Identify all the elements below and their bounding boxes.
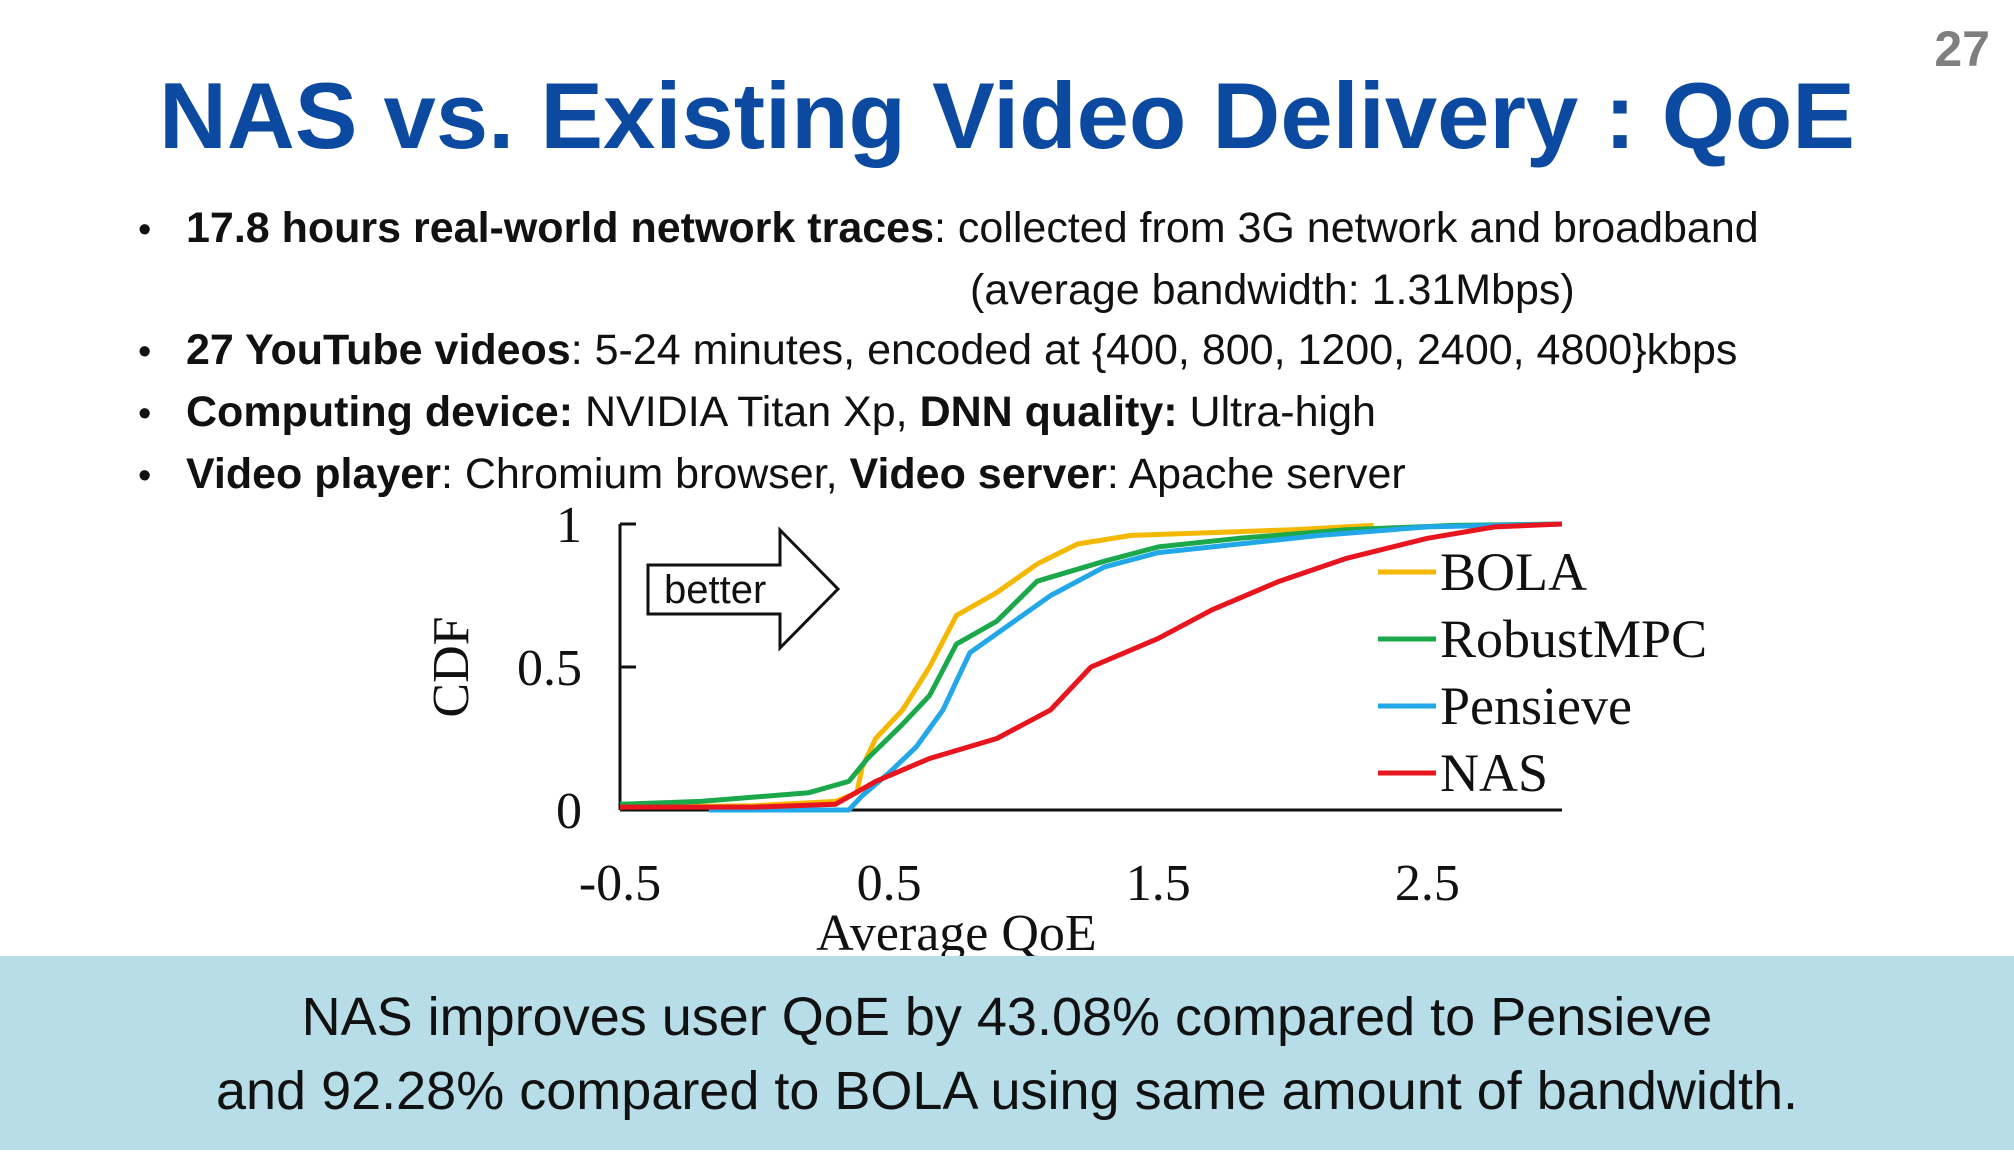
bullet-text: NVIDIA Titan Xp, — [573, 388, 920, 436]
bullet-dot-icon: • — [138, 393, 152, 435]
x-tick-label: 2.5 — [1395, 855, 1460, 912]
legend-label: NAS — [1440, 743, 1548, 803]
series-line-pensieve — [708, 521, 1563, 813]
bullet-text: : Apache server — [1106, 450, 1406, 498]
bullet-dot-icon: • — [138, 331, 152, 373]
bullet-continuation: (average bandwidth: 1.31Mbps) — [970, 266, 1575, 314]
summary-callout: NAS improves user QoE by 43.08% compared… — [0, 956, 2014, 1150]
legend-label: Pensieve — [1440, 676, 1632, 736]
y-axis-label: CDF — [423, 616, 480, 717]
bullet-bold: 27 YouTube videos — [186, 326, 571, 374]
series-line-robustmpc — [619, 521, 1563, 807]
y-tick-label: 0 — [556, 783, 582, 840]
x-tick-label: 0.5 — [857, 855, 922, 912]
bullet-item: • Video player: Chromium browser, Video … — [138, 444, 1958, 506]
bullet-list: • 17.8 hours real-world network traces: … — [138, 198, 1958, 506]
bullet-dot-icon: • — [138, 455, 152, 497]
better-arrow: better — [646, 526, 841, 652]
bullet-bold: Video player — [186, 450, 441, 498]
x-tick-label: 1.5 — [1126, 855, 1191, 912]
better-label: better — [664, 568, 766, 612]
series-line-nas — [620, 521, 1563, 810]
bullet-bold: DNN quality: — [919, 388, 1178, 436]
bullet-bold: 17.8 hours real-world network traces — [186, 204, 934, 252]
bullet-text: Ultra-high — [1177, 388, 1376, 436]
slide-number: 27 — [1934, 21, 1990, 77]
legend-label: RobustMPC — [1440, 609, 1707, 669]
chart-axes: 0 0.5 1 -0.5 0.5 1.5 2.5 Average QoE CDF — [423, 497, 1562, 960]
x-tick-label: -0.5 — [579, 855, 661, 912]
bullet-dot-icon: • — [138, 209, 152, 251]
y-tick-label: 0.5 — [517, 640, 582, 697]
bullet-item: • Computing device: NVIDIA Titan Xp, DNN… — [138, 382, 1958, 444]
chart-legend: BOLA RobustMPC Pensieve NAS — [1378, 542, 1707, 803]
bullet-text: : Chromium browser, — [440, 450, 850, 498]
x-axis-label: Average QoE — [816, 905, 1097, 960]
bullet-text: : collected from 3G network and broadban… — [934, 204, 1759, 252]
y-tick-label: 1 — [556, 497, 582, 554]
cdf-chart: 0 0.5 1 -0.5 0.5 1.5 2.5 Average QoE CDF BOLA Rob… — [423, 497, 1707, 960]
bullet-text: : 5-24 minutes, encoded at {400, 800, 12… — [570, 326, 1738, 374]
slide-title: NAS vs. Existing Video Delivery : QoE — [158, 63, 1856, 168]
bullet-item: • 17.8 hours real-world network traces: … — [138, 198, 1958, 260]
bullet-item: • 27 YouTube videos: 5-24 minutes, encod… — [138, 320, 1958, 382]
chart-series — [619, 521, 1563, 813]
callout-line-1: NAS improves user QoE by 43.08% compared… — [301, 987, 1713, 1047]
legend-label: BOLA — [1440, 542, 1587, 602]
callout-line-2: and 92.28% compared to BOLA using same a… — [215, 1061, 1798, 1121]
bullet-bold: Video server — [849, 450, 1107, 498]
bullet-bold: Computing device: — [186, 388, 574, 436]
better-arrow-icon — [646, 526, 841, 652]
